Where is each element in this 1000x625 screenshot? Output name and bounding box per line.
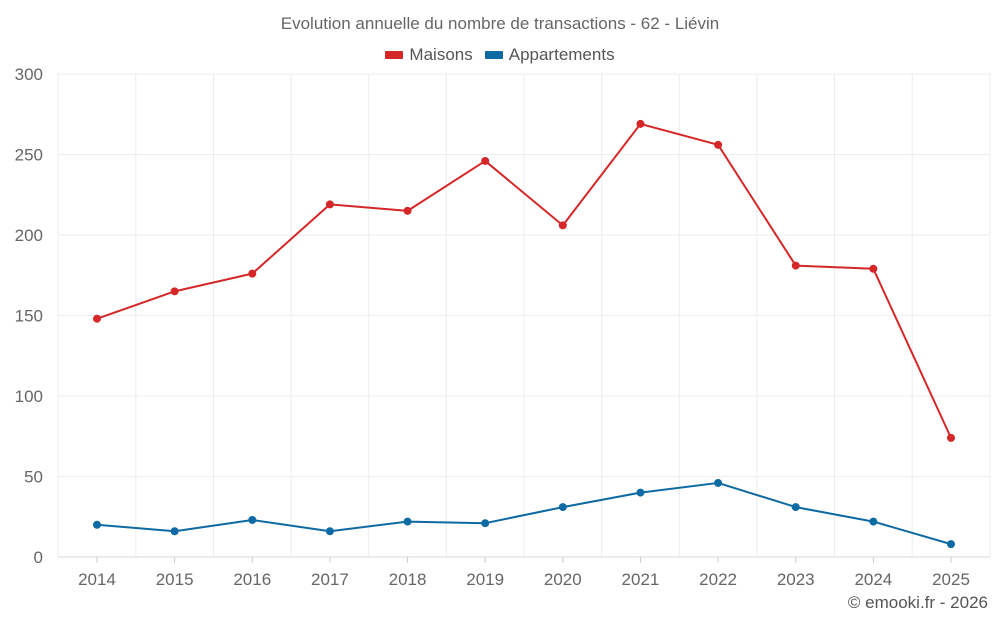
y-tick-label-100: 100 xyxy=(15,387,43,406)
copyright-text: © emooki.fr - 2026 xyxy=(847,593,988,612)
data-point-maisons-2014[interactable] xyxy=(93,314,101,323)
data-point-appartements-2017[interactable] xyxy=(325,527,334,536)
data-point-appartements-2015[interactable] xyxy=(170,527,179,536)
data-point-appartements-2020[interactable] xyxy=(558,503,567,512)
grid xyxy=(57,73,991,558)
legend: Maisons Appartements xyxy=(0,45,1000,65)
data-point-appartements-2023[interactable] xyxy=(791,503,800,512)
x-tick-label-2019: 2019 xyxy=(466,570,504,589)
y-tick-label-300: 300 xyxy=(15,65,43,84)
data-point-appartements-2021[interactable] xyxy=(636,488,645,497)
legend-swatch-maisons xyxy=(385,51,404,59)
data-point-appartements-2019[interactable] xyxy=(481,519,490,528)
x-tick-label-2025: 2025 xyxy=(932,570,970,589)
chart-title: Evolution annuelle du nombre de transact… xyxy=(280,14,720,33)
x-tick-label-2014: 2014 xyxy=(78,570,116,589)
data-point-maisons-2017[interactable] xyxy=(325,200,334,209)
legend-label-maisons: Maisons xyxy=(409,45,473,64)
data-point-appartements-2018[interactable] xyxy=(403,517,412,526)
x-tick-label-2022: 2022 xyxy=(699,570,737,589)
data-point-maisons-2024[interactable] xyxy=(869,264,878,273)
x-tick-label-2018: 2018 xyxy=(389,570,427,589)
data-point-maisons-2015[interactable] xyxy=(170,287,179,296)
legend-label-appartements: Appartements xyxy=(508,45,615,64)
data-point-maisons-2016[interactable] xyxy=(248,269,257,278)
x-tick-label-2020: 2020 xyxy=(544,570,582,589)
data-point-maisons-2018[interactable] xyxy=(403,206,412,215)
y-tick-label-150: 150 xyxy=(15,307,43,326)
legend-item-appartements[interactable]: Appartements xyxy=(484,45,615,65)
data-point-maisons-2020[interactable] xyxy=(558,221,567,230)
data-point-maisons-2023[interactable] xyxy=(791,261,800,270)
legend-item-maisons[interactable]: Maisons xyxy=(385,45,473,65)
legend-swatch-appartements xyxy=(484,51,503,59)
x-tick-label-2021: 2021 xyxy=(622,570,660,589)
data-point-appartements-2014[interactable] xyxy=(93,520,101,529)
y-tick-label-0: 0 xyxy=(34,548,43,567)
series-line-appartements xyxy=(96,481,952,546)
axes: 0 50 100 150 200 250 300 2014 2015 2016 2017 2018 20… xyxy=(15,65,970,589)
data-point-appartements-2016[interactable] xyxy=(248,515,257,524)
data-point-maisons-2022[interactable] xyxy=(714,140,723,149)
data-point-appartements-2024[interactable] xyxy=(869,517,878,526)
series-line-maisons xyxy=(96,122,952,439)
data-point-appartements-2022[interactable] xyxy=(714,478,723,487)
y-tick-label-50: 50 xyxy=(24,468,43,487)
x-tick-label-2015: 2015 xyxy=(156,570,194,589)
x-tick-label-2023: 2023 xyxy=(777,570,815,589)
data-point-maisons-2019[interactable] xyxy=(481,156,490,165)
y-tick-label-200: 200 xyxy=(15,226,43,245)
x-tick-label-2024: 2024 xyxy=(854,570,892,589)
data-point-maisons-2021[interactable] xyxy=(636,119,645,128)
series xyxy=(93,119,955,549)
data-point-maisons-2025[interactable] xyxy=(947,433,955,442)
y-tick-label-250: 250 xyxy=(15,146,43,165)
x-tick-label-2017: 2017 xyxy=(311,570,349,589)
x-tick-label-2016: 2016 xyxy=(233,570,271,589)
data-point-appartements-2025[interactable] xyxy=(947,540,955,549)
